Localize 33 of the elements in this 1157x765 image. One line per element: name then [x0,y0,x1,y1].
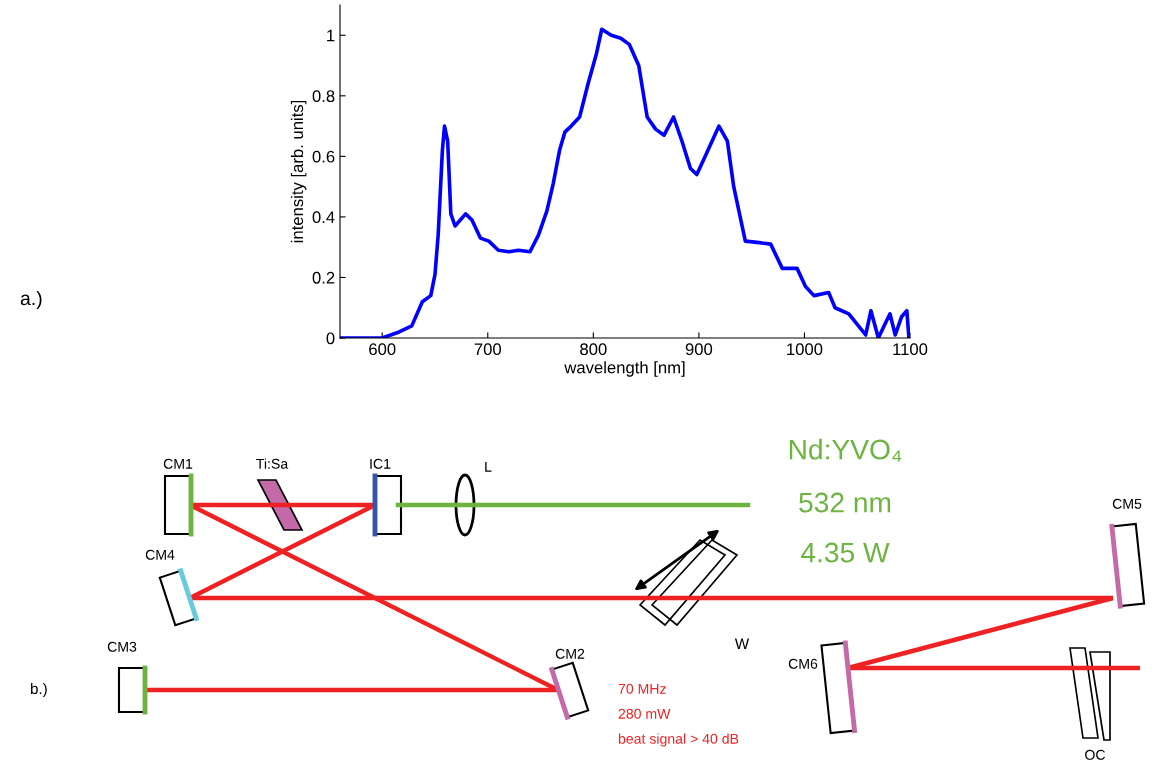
text: 280 mW [618,708,671,719]
x-tick-label: 1000 [787,343,823,356]
text: L [485,461,492,472]
text: CM2 [555,648,585,659]
text: CM4 [145,549,175,560]
text: b.) [30,682,47,698]
text: CM1 [163,458,193,469]
text: CM5 [1112,498,1142,509]
text: W [734,638,750,649]
y-tick-label: 1 [327,29,335,42]
x-tick-label: 600 [369,343,396,356]
text: 70 MHz [618,683,666,694]
x-tick-label: 1100 [893,343,928,356]
text: Nd:YVO₄ [789,438,902,462]
x-tick-label: 800 [580,343,607,356]
y-tick-label: 0.8 [312,90,335,103]
text: CM6 [788,658,818,669]
x-tick-label: 700 [474,343,502,356]
x-axis-title: wavelength [nm] [564,361,685,377]
y-tick-label: 0.2 [312,271,335,284]
x-tick-label: 900 [685,343,713,356]
text: IC1 [370,458,391,469]
y-axis-title: intensity [arb. units] [290,100,307,243]
text: 4.35 W [801,542,890,563]
text: beat signal > 40 dB [618,733,739,747]
text: Ti:Sa [256,458,289,469]
text: a.) [20,290,42,310]
text: CM3 [107,641,137,652]
text: 532 nm [799,492,891,513]
y-tick-label: 0.6 [312,150,335,163]
y-tick-label: 0.4 [312,211,335,224]
text: OC [1085,749,1106,760]
y-tick-label: 0 [326,332,335,345]
